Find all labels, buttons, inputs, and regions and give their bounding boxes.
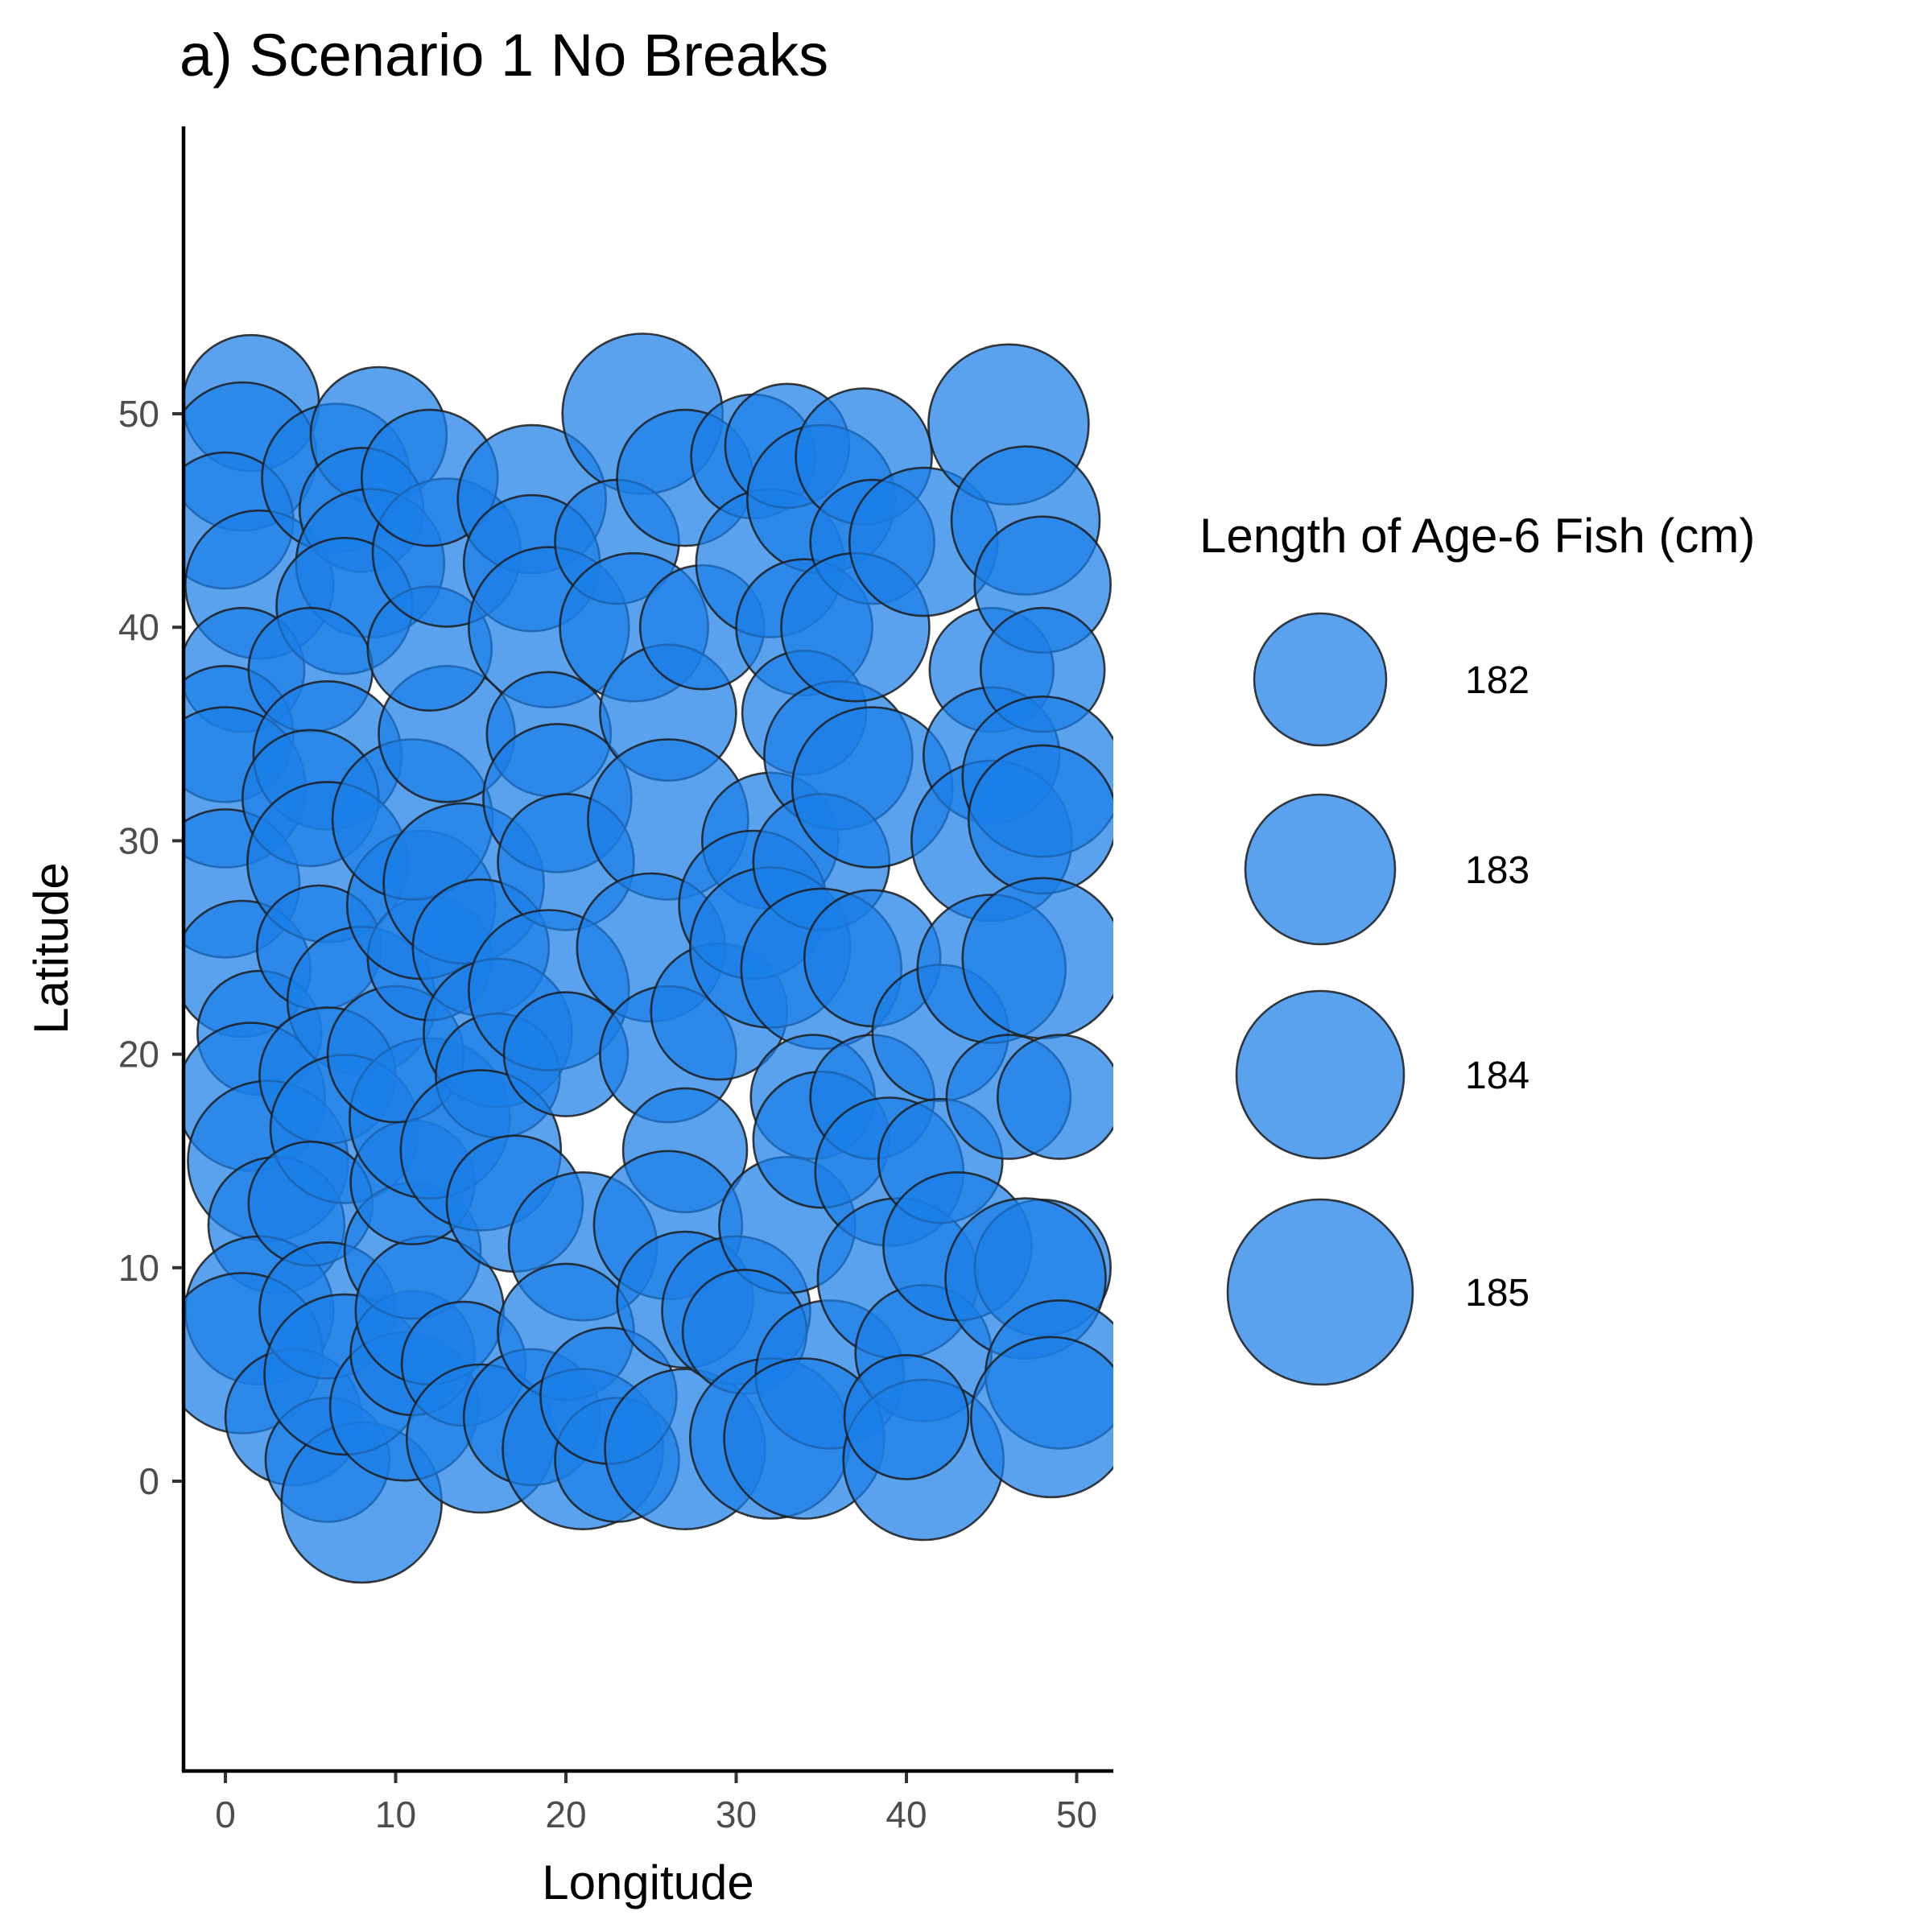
x-tick-label: 0	[215, 1794, 236, 1835]
x-axis-title: Longitude	[542, 1856, 754, 1909]
x-tick-label: 10	[375, 1794, 416, 1835]
x-tick-label: 30	[716, 1794, 757, 1835]
legend-key-label: 182	[1465, 659, 1530, 702]
legend-key-label: 185	[1465, 1272, 1530, 1315]
y-tick-label: 10	[118, 1247, 159, 1289]
x-tick-label: 50	[1056, 1794, 1097, 1835]
legend-key-symbol	[1235, 989, 1406, 1160]
legend-title: Length of Age-6 Fish (cm)	[1199, 509, 1755, 563]
x-axis-ticks: 0 10 20 30 40 50	[215, 1773, 1097, 1835]
data-point	[961, 877, 1113, 1040]
y-axis-title: Latitude	[24, 862, 78, 1034]
legend-key-symbol	[1226, 1198, 1414, 1386]
data-point	[997, 1034, 1113, 1160]
legend-key-label: 183	[1465, 849, 1530, 892]
legend-key-symbol	[1253, 612, 1388, 747]
x-tick-label: 40	[886, 1794, 927, 1835]
y-axis-ticks: 0 10 20 30 40 50	[118, 393, 182, 1502]
y-tick-label: 20	[118, 1034, 159, 1075]
y-tick-label: 0	[138, 1460, 159, 1502]
data-point	[843, 1354, 970, 1480]
legend-key-label: 184	[1465, 1055, 1530, 1097]
y-tick-label: 50	[118, 393, 159, 435]
legend-key-symbol	[1244, 793, 1397, 946]
y-tick-label: 30	[118, 819, 159, 861]
bubble-layer	[184, 332, 1113, 1584]
data-point	[967, 744, 1113, 895]
data-point	[970, 1335, 1113, 1499]
legend: Length of Age-6 Fish (cm) 182 183 184 185	[1199, 509, 1755, 1386]
x-tick-label: 20	[545, 1794, 586, 1835]
y-tick-label: 40	[118, 606, 159, 648]
chart-title: a) Scenario 1 No Breaks	[180, 22, 828, 89]
legend-keys: 182 183 184 185	[1226, 612, 1530, 1386]
